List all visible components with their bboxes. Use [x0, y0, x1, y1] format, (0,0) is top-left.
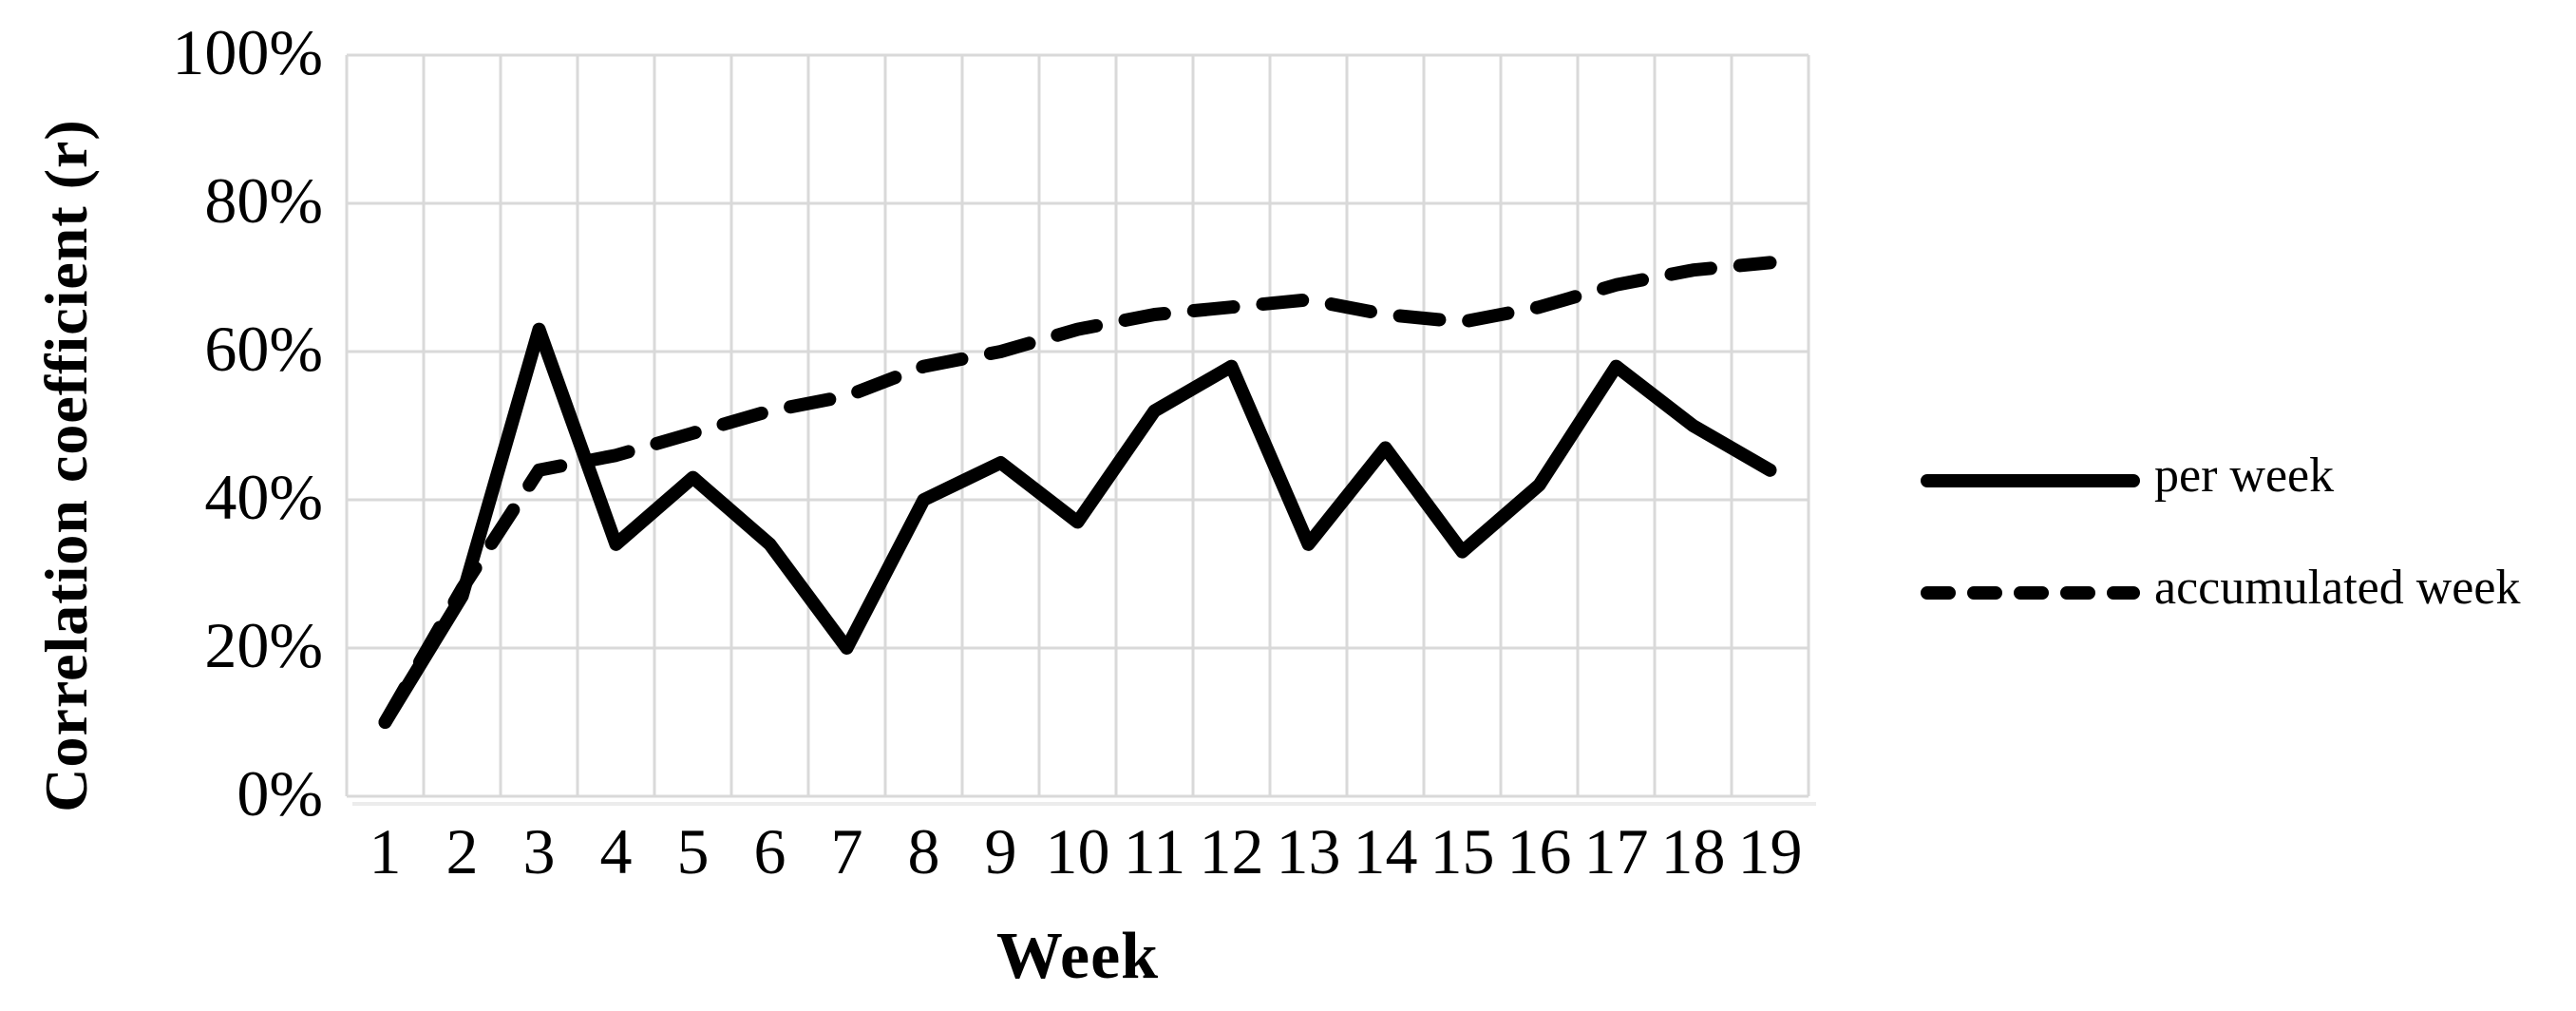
- y-tick-label: 20%: [204, 609, 323, 681]
- legend-label-per-week: per week: [2154, 448, 2335, 503]
- accumulated-week-line-swatch: [1921, 586, 2140, 600]
- x-tick-label: 13: [1276, 815, 1341, 887]
- x-tick-label: 18: [1660, 815, 1726, 887]
- x-tick-label: 17: [1583, 815, 1649, 887]
- x-tick-label: 1: [369, 815, 402, 887]
- y-tick-label: 60%: [204, 313, 323, 385]
- x-tick-label: 4: [599, 815, 633, 887]
- y-tick-label: 80%: [204, 164, 323, 237]
- legend-item-per-week: per week: [1921, 443, 2334, 519]
- x-tick-label: 11: [1123, 815, 1186, 887]
- legend-label-accumulated-week: accumulated week: [2154, 561, 2521, 615]
- series-per-week-line: [378, 322, 1777, 729]
- x-tick-label: 16: [1506, 815, 1572, 887]
- x-tick-label: 19: [1737, 815, 1803, 887]
- x-tick-label: 15: [1430, 815, 1495, 887]
- x-tick-label: 5: [676, 815, 710, 887]
- per-week-line-swatch: [1921, 474, 2140, 487]
- x-tick-label: 12: [1199, 815, 1264, 887]
- x-tick-label: 14: [1353, 815, 1418, 887]
- gridlines: [345, 53, 1810, 798]
- series-accumulated-week-line: [378, 256, 1777, 729]
- y-tick-label: 0%: [237, 757, 323, 830]
- x-axis-title: Week: [995, 920, 1160, 993]
- x-tick-label: 10: [1045, 815, 1110, 887]
- x-tick-label: 2: [445, 815, 479, 887]
- x-tick-label: 8: [907, 815, 940, 887]
- legend-item-accumulated-week: accumulated week: [1921, 555, 2520, 631]
- y-tick-label: 100%: [172, 16, 323, 88]
- x-tick-label: 9: [984, 815, 1017, 887]
- x-tick-label: 7: [830, 815, 863, 887]
- x-tick-label: 6: [753, 815, 786, 887]
- y-tick-label: 40%: [204, 461, 323, 533]
- x-tick-label: 3: [522, 815, 556, 887]
